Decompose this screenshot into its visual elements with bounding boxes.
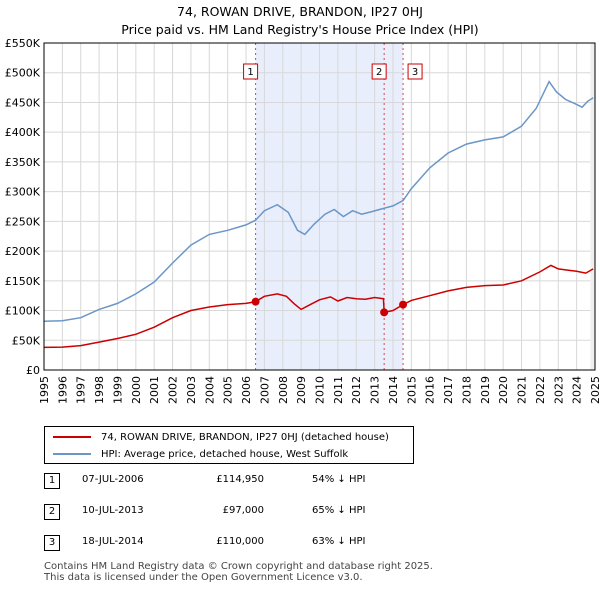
- sale-marker-1: 1: [44, 473, 60, 489]
- chart-title-line-2: Price paid vs. HM Land Registry's House …: [121, 22, 479, 37]
- sale-row: 2 10-JUL-2013 £97,000 65% ↓ HPI: [44, 504, 404, 522]
- y-tick-label: £300K: [5, 186, 41, 199]
- x-tick-label: 2001: [148, 376, 161, 404]
- x-tick-label: 2005: [222, 376, 235, 404]
- sale-point: [399, 300, 408, 309]
- x-tick-label: 2019: [479, 376, 492, 404]
- x-tick-label: 1998: [93, 376, 106, 404]
- y-tick-label: £550K: [5, 37, 41, 50]
- x-tick-label: 2022: [534, 376, 547, 404]
- y-tick-label: £200K: [5, 245, 41, 258]
- y-tick-label: £0: [26, 364, 40, 377]
- sale-price: £97,000: [222, 505, 264, 516]
- legend-item-hpi: HPI: Average price, detached house, West…: [53, 446, 348, 462]
- y-tick-label: £500K: [5, 67, 41, 80]
- x-tick-label: 2007: [258, 376, 271, 404]
- x-tick-label: 2011: [332, 376, 345, 404]
- sale-row: 1 07-JUL-2006 £114,950 54% ↓ HPI: [44, 473, 404, 491]
- sale-hpi-diff: 54% ↓ HPI: [312, 474, 366, 485]
- x-tick-label: 2002: [167, 376, 180, 404]
- x-tick-label: 2018: [460, 376, 473, 404]
- sale-hpi-diff: 63% ↓ HPI: [312, 536, 366, 547]
- hpi-line: [43, 80, 594, 322]
- x-tick-label: 2014: [387, 376, 400, 404]
- shaded-ownership-period: [255, 43, 404, 370]
- x-tick-label: 1995: [38, 376, 51, 404]
- sale-marker-3: 3: [44, 535, 60, 551]
- x-tick-label: 1996: [56, 376, 69, 404]
- sale-marker-2: 2: [44, 504, 60, 520]
- x-tick-label: 2006: [240, 376, 253, 404]
- sale-date: 18-JUL-2014: [82, 536, 144, 547]
- x-tick-label: 1997: [75, 376, 88, 404]
- x-tick-label: 2004: [203, 376, 216, 404]
- x-tick-label: 2017: [442, 376, 455, 404]
- sale-marker-label: 3: [412, 67, 418, 78]
- y-tick-label: £100K: [5, 305, 41, 318]
- sale-price: £114,950: [216, 474, 264, 485]
- sale-date: 07-JUL-2006: [82, 474, 144, 485]
- sale-date: 10-JUL-2013: [82, 505, 144, 516]
- chart-title-line-1: 74, ROWAN DRIVE, BRANDON, IP27 0HJ: [177, 4, 423, 19]
- sale-marker-box: [371, 63, 387, 80]
- sale-marker-label: 1: [247, 67, 253, 78]
- x-tick-label: 2003: [185, 376, 198, 404]
- sale-row: 3 18-JUL-2014 £110,000 63% ↓ HPI: [44, 535, 404, 553]
- y-tick-label: £250K: [5, 215, 41, 228]
- x-tick-label: 2023: [552, 376, 565, 404]
- y-tick-label: £50K: [12, 334, 41, 347]
- y-tick-label: £150K: [5, 275, 41, 288]
- sale-point: [380, 308, 389, 317]
- price-chart: 1995 1996 1997 1998 1999 2000 2001 2002 2003 2004…: [5, 37, 600, 404]
- x-tick-label: 2025: [589, 376, 600, 404]
- x-tick-label: 2016: [424, 376, 437, 404]
- x-tick-label: 2020: [497, 376, 510, 404]
- y-tick-label: £450K: [5, 96, 41, 109]
- sale-marker-box: [407, 63, 423, 80]
- sale-point: [251, 297, 260, 306]
- sale-marker-box: [243, 63, 259, 80]
- legend-line-hpi: [53, 453, 91, 455]
- x-tick-label: 2021: [516, 376, 529, 404]
- footer-line-2: This data is licensed under the Open Gov…: [44, 572, 363, 583]
- x-tick-label: 2010: [314, 376, 327, 404]
- sale-price: £110,000: [216, 536, 264, 547]
- future-band: [590, 43, 595, 370]
- plot-border: [43, 42, 596, 371]
- legend-item-property: 74, ROWAN DRIVE, BRANDON, IP27 0HJ (deta…: [53, 429, 389, 445]
- legend-label-property: 74, ROWAN DRIVE, BRANDON, IP27 0HJ (deta…: [101, 431, 389, 443]
- x-tick-label: 2008: [277, 376, 290, 404]
- x-tick-label: 2013: [369, 376, 382, 404]
- x-tick-label: 2015: [405, 376, 418, 404]
- sale-marker-label: 2: [376, 67, 382, 78]
- y-tick-label: £400K: [5, 126, 41, 139]
- x-tick-label: 2024: [571, 376, 584, 404]
- property-price-line: [43, 264, 594, 349]
- x-tick-label: 2000: [130, 376, 143, 404]
- legend-line-property: [53, 436, 91, 438]
- chart-legend: 74, ROWAN DRIVE, BRANDON, IP27 0HJ (deta…: [44, 426, 414, 464]
- footer-attribution: Contains HM Land Registry data © Crown c…: [44, 561, 433, 583]
- footer-line-1: Contains HM Land Registry data © Crown c…: [44, 561, 433, 572]
- y-tick-label: £350K: [5, 156, 41, 169]
- x-tick-label: 2012: [350, 376, 363, 404]
- legend-label-hpi: HPI: Average price, detached house, West…: [101, 448, 349, 460]
- sale-hpi-diff: 65% ↓ HPI: [312, 505, 366, 516]
- x-tick-label: 1999: [111, 376, 124, 404]
- x-tick-label: 2009: [295, 376, 308, 404]
